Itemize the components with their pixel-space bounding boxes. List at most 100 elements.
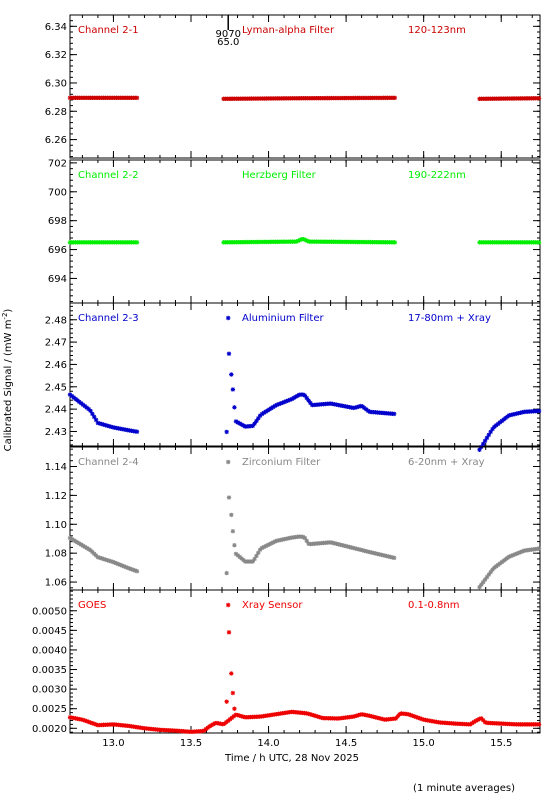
data-point	[71, 538, 76, 543]
data-point	[410, 713, 415, 718]
y-tick-label: 6.26	[45, 135, 67, 146]
data-point	[82, 403, 88, 409]
data-point	[105, 557, 110, 563]
data-point	[226, 351, 232, 356]
panel-frame	[69, 302, 541, 447]
panel-2: 694 696 698 700 702 Channel 2-2 Herzberg Filte…	[48, 158, 542, 304]
panel-band-label: 6-20nm + Xray	[408, 457, 485, 468]
x-tick-label: 15.0	[413, 738, 435, 749]
data-point	[301, 236, 306, 242]
y-tick-label: 0.0035	[32, 665, 67, 676]
panel-band-label: 0.1-0.8nm	[408, 600, 460, 611]
data-point	[482, 719, 488, 725]
data-point	[293, 394, 298, 400]
data-point	[293, 239, 299, 244]
data-point	[271, 404, 276, 410]
x-tick-label: 14.0	[257, 738, 279, 749]
y-tick-label: 696	[48, 245, 67, 256]
data-point	[311, 713, 317, 718]
panel-filter-label: Xray Sensor	[242, 600, 303, 611]
data-point	[265, 542, 270, 548]
y-tick-label: 1.12	[45, 491, 67, 502]
y-axis-label-main: Calibrated Signal / (mW m	[3, 320, 14, 452]
data-point	[231, 714, 237, 719]
panel-series	[67, 315, 542, 452]
data-point	[75, 398, 80, 403]
data-point	[82, 544, 88, 550]
data-point	[211, 722, 216, 727]
panel-4: 1.06 1.08 1.10 1.12 1.14 Channel 2-4 Zirconium…	[45, 446, 542, 591]
data-point	[261, 544, 267, 550]
data-point	[492, 424, 497, 429]
data-point	[417, 716, 423, 721]
data-point	[118, 562, 123, 568]
data-point	[99, 421, 104, 427]
data-point	[287, 397, 293, 403]
y-tick-label: 2.47	[45, 338, 67, 349]
data-point	[481, 579, 486, 585]
data-point	[274, 402, 280, 408]
data-point	[412, 714, 417, 719]
data-point	[302, 535, 308, 541]
data-point	[302, 393, 308, 398]
data-point	[415, 715, 421, 720]
data-point	[123, 564, 129, 570]
data-point	[490, 426, 495, 432]
data-point	[229, 512, 234, 518]
data-point	[235, 553, 241, 558]
data-point	[86, 719, 91, 725]
data-point	[291, 395, 296, 401]
data-point	[230, 690, 236, 696]
y-tick-label: 0.0050	[32, 606, 67, 617]
data-point	[69, 536, 75, 542]
y-tick-label: 2.43	[45, 427, 67, 438]
data-point	[101, 556, 106, 562]
data-point	[495, 421, 501, 427]
data-point	[230, 529, 236, 534]
x-tick-label: 13.0	[102, 738, 124, 749]
data-point	[265, 408, 270, 413]
data-point	[73, 539, 78, 544]
y-tick-label: 1.06	[45, 578, 67, 589]
data-point	[300, 534, 306, 540]
data-point	[482, 577, 488, 582]
panel-band-label: 190-222nm	[408, 170, 466, 181]
orbit-marker-label: 9070	[215, 29, 240, 40]
data-point	[230, 387, 236, 392]
data-point	[97, 555, 102, 560]
data-point	[395, 714, 400, 719]
data-point	[71, 395, 76, 400]
data-point	[134, 240, 140, 245]
data-point	[95, 555, 101, 560]
data-point	[241, 423, 246, 428]
data-point	[282, 399, 287, 405]
data-point	[224, 429, 229, 435]
data-point	[250, 423, 255, 429]
data-point	[490, 567, 495, 572]
y-tick-label: 0.0040	[32, 645, 67, 656]
data-point	[90, 720, 95, 726]
data-point	[226, 495, 232, 500]
data-point	[91, 721, 97, 727]
data-point	[364, 407, 369, 412]
data-point	[477, 584, 482, 590]
data-point	[499, 418, 505, 424]
data-point	[391, 555, 397, 561]
data-point	[237, 421, 242, 426]
data-point	[479, 582, 484, 587]
data-point	[226, 602, 231, 608]
data-point	[278, 401, 283, 406]
y-tick-label: 702	[48, 158, 67, 169]
data-point	[276, 401, 281, 407]
data-point	[488, 569, 493, 575]
data-point	[419, 716, 425, 722]
data-point	[235, 420, 241, 425]
data-point	[232, 405, 237, 410]
data-point	[263, 409, 268, 414]
y-tick-label: 2.45	[45, 382, 67, 393]
data-point	[263, 543, 268, 549]
data-point	[300, 392, 306, 397]
data-point	[267, 407, 272, 412]
data-point	[308, 400, 313, 406]
